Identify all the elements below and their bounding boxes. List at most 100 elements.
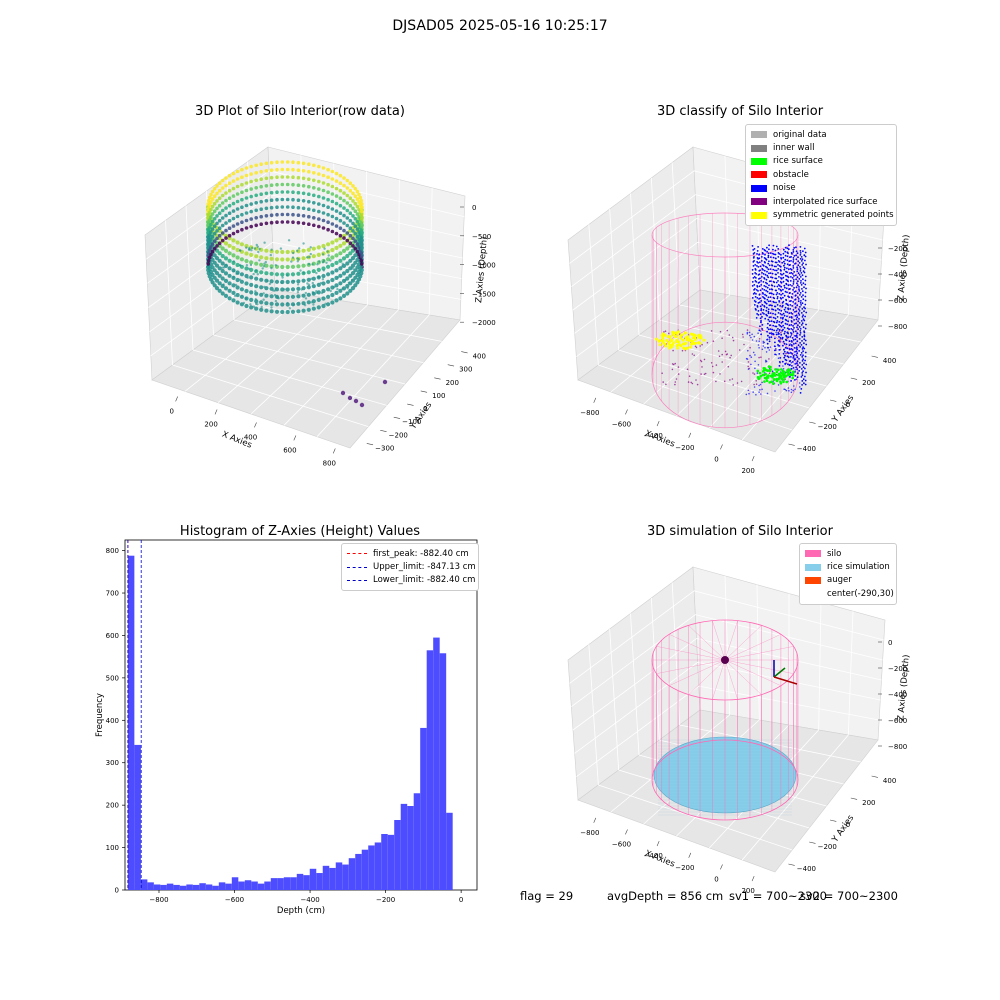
interp-point: [732, 378, 734, 380]
tick-label: 0: [714, 876, 718, 884]
noise-point: [752, 249, 754, 251]
data-point: [206, 246, 210, 250]
axis-tick: [461, 352, 467, 353]
noise-point: [767, 256, 769, 258]
noise-point: [764, 298, 766, 300]
tick-label: −600: [612, 841, 631, 849]
data-point: [322, 261, 324, 263]
tick-label: −400: [888, 271, 907, 279]
symmetric-point: [675, 344, 678, 347]
silo-bottom-rim: [652, 322, 798, 428]
legend-line: [347, 567, 367, 568]
data-point: [211, 228, 215, 232]
data-point: [221, 261, 225, 265]
noise-point: [773, 254, 775, 256]
data-point: [359, 271, 363, 275]
noise-point: [753, 352, 755, 354]
data-point: [334, 291, 338, 295]
data-point: [310, 253, 312, 255]
data-point: [317, 172, 321, 176]
noise-point: [781, 278, 783, 280]
histogram-bar: [427, 650, 434, 890]
noise-point: [759, 261, 761, 263]
noise-point: [761, 316, 763, 318]
data-point: [208, 229, 212, 233]
data-point: [317, 180, 321, 184]
noise-point: [783, 349, 785, 351]
noise-point: [752, 339, 754, 341]
noise-point: [803, 266, 805, 268]
noise-point: [770, 276, 772, 278]
noise-point: [749, 332, 751, 334]
gridline: [742, 735, 848, 860]
data-point: [236, 263, 240, 267]
noise-point: [793, 279, 795, 281]
rice-point: [762, 374, 765, 377]
noise-point: [805, 372, 807, 374]
data-point: [291, 310, 295, 314]
noise-point: [779, 305, 781, 307]
data-point: [286, 190, 290, 194]
data-point: [228, 204, 232, 208]
data-point: [355, 265, 359, 269]
data-point: [342, 264, 346, 268]
rice-point: [785, 381, 788, 384]
rice-point: [777, 369, 780, 372]
rice-point: [765, 377, 768, 380]
noise-point: [794, 375, 796, 377]
symmetric-point: [659, 343, 662, 346]
noise-point: [792, 289, 794, 291]
rice-point: [771, 376, 774, 379]
noise-point: [796, 350, 798, 352]
gridline: [589, 225, 599, 366]
noise-point: [804, 268, 806, 270]
noise-point: [766, 275, 768, 277]
data-point: [245, 181, 249, 185]
noise-point: [785, 299, 787, 301]
data-point: [356, 190, 360, 194]
tick-label: −2000: [472, 319, 496, 327]
noise-point: [760, 313, 762, 315]
interp-point: [724, 381, 726, 383]
data-point: [312, 307, 316, 311]
noise-point: [779, 265, 781, 267]
noise-point: [768, 300, 770, 302]
data-point: [213, 202, 217, 206]
data-point: [348, 274, 352, 278]
histogram-bar: [173, 885, 180, 890]
footer-avg-depth: avgDepth = 856 cm: [607, 889, 723, 903]
data-point: [232, 217, 236, 221]
noise-point: [760, 384, 762, 386]
data-point: [331, 230, 335, 234]
noise-point: [798, 358, 800, 360]
x-tick-label: −800: [149, 896, 168, 904]
noise-point: [785, 247, 787, 249]
noise-point: [791, 272, 793, 274]
data-point: [248, 249, 250, 251]
data-point: [334, 261, 338, 265]
data-point: [248, 247, 250, 249]
data-point: [228, 196, 232, 200]
noise-point: [780, 277, 782, 279]
data-point: [228, 289, 232, 293]
data-point: [354, 239, 358, 243]
data-point: [236, 185, 240, 189]
data-point: [342, 279, 346, 283]
data-point: [358, 229, 362, 233]
noise-point: [790, 260, 792, 262]
noise-point: [757, 250, 759, 252]
data-point: [360, 251, 364, 255]
noise-point: [765, 314, 767, 316]
noise-point: [776, 368, 778, 370]
axis-tick: [625, 830, 627, 835]
noise-point: [780, 269, 782, 271]
data-point: [259, 162, 263, 166]
axis-tick: [625, 410, 627, 415]
data-point: [278, 297, 280, 299]
data-point: [215, 271, 219, 275]
data-point: [240, 295, 244, 299]
noise-point: [781, 322, 783, 324]
noise-point: [782, 277, 784, 279]
data-point: [342, 241, 346, 245]
data-point: [355, 250, 359, 254]
